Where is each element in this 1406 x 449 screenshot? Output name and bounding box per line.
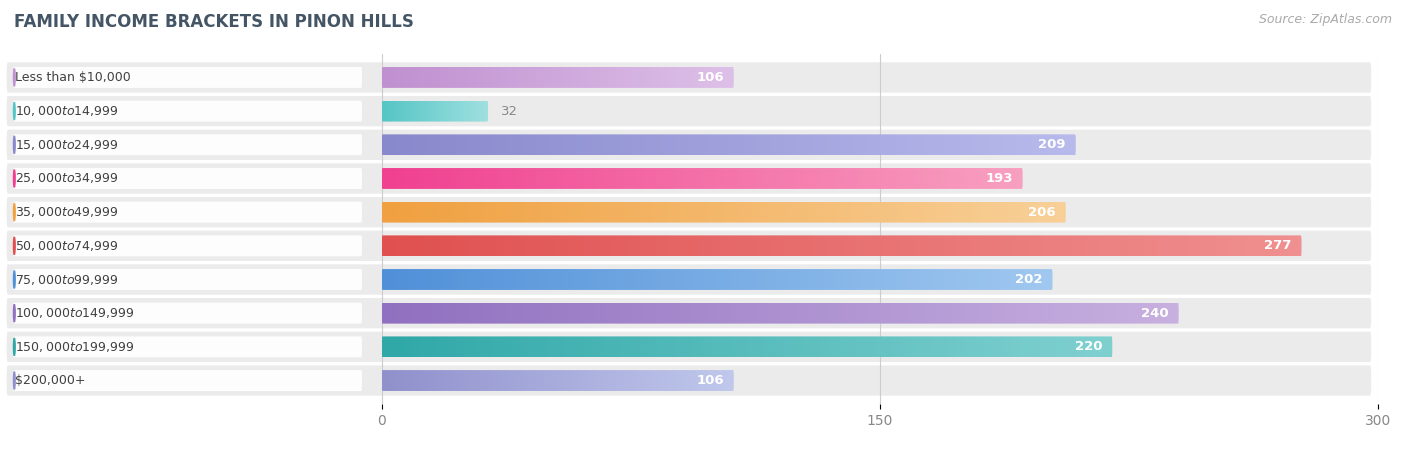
FancyBboxPatch shape bbox=[13, 336, 361, 357]
Text: $25,000 to $34,999: $25,000 to $34,999 bbox=[15, 172, 120, 185]
FancyBboxPatch shape bbox=[13, 134, 361, 155]
FancyBboxPatch shape bbox=[13, 269, 361, 290]
Circle shape bbox=[14, 271, 15, 288]
FancyBboxPatch shape bbox=[13, 370, 361, 391]
FancyBboxPatch shape bbox=[7, 365, 1371, 396]
Text: $75,000 to $99,999: $75,000 to $99,999 bbox=[15, 273, 120, 286]
Text: 277: 277 bbox=[1264, 239, 1292, 252]
FancyBboxPatch shape bbox=[7, 130, 1371, 160]
FancyBboxPatch shape bbox=[7, 231, 1371, 261]
Text: 209: 209 bbox=[1038, 138, 1066, 151]
FancyBboxPatch shape bbox=[13, 303, 361, 324]
Text: FAMILY INCOME BRACKETS IN PINON HILLS: FAMILY INCOME BRACKETS IN PINON HILLS bbox=[14, 13, 413, 31]
Text: $10,000 to $14,999: $10,000 to $14,999 bbox=[15, 104, 120, 118]
Circle shape bbox=[14, 237, 15, 255]
FancyBboxPatch shape bbox=[7, 332, 1371, 362]
Text: 240: 240 bbox=[1142, 307, 1168, 320]
FancyBboxPatch shape bbox=[7, 264, 1371, 295]
FancyBboxPatch shape bbox=[13, 235, 361, 256]
Text: Less than $10,000: Less than $10,000 bbox=[15, 71, 131, 84]
FancyBboxPatch shape bbox=[7, 163, 1371, 194]
Text: $15,000 to $24,999: $15,000 to $24,999 bbox=[15, 138, 120, 152]
Text: $50,000 to $74,999: $50,000 to $74,999 bbox=[15, 239, 120, 253]
Text: $35,000 to $49,999: $35,000 to $49,999 bbox=[15, 205, 120, 219]
FancyBboxPatch shape bbox=[7, 96, 1371, 126]
FancyBboxPatch shape bbox=[13, 168, 361, 189]
Circle shape bbox=[14, 203, 15, 221]
Text: $150,000 to $199,999: $150,000 to $199,999 bbox=[15, 340, 135, 354]
Text: 206: 206 bbox=[1028, 206, 1056, 219]
Text: 106: 106 bbox=[696, 374, 724, 387]
Text: $100,000 to $149,999: $100,000 to $149,999 bbox=[15, 306, 135, 320]
FancyBboxPatch shape bbox=[7, 298, 1371, 328]
Circle shape bbox=[14, 372, 15, 389]
FancyBboxPatch shape bbox=[13, 202, 361, 223]
Circle shape bbox=[14, 136, 15, 154]
Circle shape bbox=[14, 69, 15, 86]
Text: Source: ZipAtlas.com: Source: ZipAtlas.com bbox=[1258, 13, 1392, 26]
FancyBboxPatch shape bbox=[7, 197, 1371, 227]
Text: 202: 202 bbox=[1015, 273, 1042, 286]
Text: 193: 193 bbox=[986, 172, 1012, 185]
FancyBboxPatch shape bbox=[13, 67, 361, 88]
Circle shape bbox=[14, 338, 15, 356]
Circle shape bbox=[14, 170, 15, 187]
Circle shape bbox=[14, 102, 15, 120]
Text: 220: 220 bbox=[1074, 340, 1102, 353]
Circle shape bbox=[14, 304, 15, 322]
FancyBboxPatch shape bbox=[13, 101, 361, 122]
Text: $200,000+: $200,000+ bbox=[15, 374, 86, 387]
FancyBboxPatch shape bbox=[7, 62, 1371, 92]
Text: 106: 106 bbox=[696, 71, 724, 84]
Text: 32: 32 bbox=[502, 105, 519, 118]
